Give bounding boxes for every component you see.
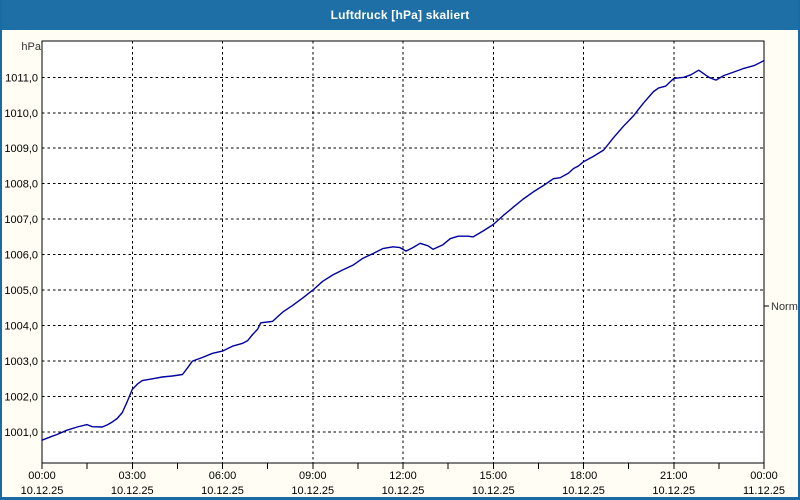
x-tick-time-label: 09:00 [299, 470, 327, 482]
y-tick-label: 1007,0 [4, 214, 38, 226]
y-tick-label: 1011,0 [5, 72, 38, 84]
window-title: Luftdruck [hPa] skaliert [330, 8, 470, 22]
x-tick-date-label: 10.12.25 [562, 485, 605, 497]
x-tick-date-label: 10.12.25 [291, 485, 334, 497]
y-tick-label: 1008,0 [4, 179, 38, 191]
y-tick-label: 1001,0 [4, 427, 38, 439]
x-tick-time-label: 21:00 [660, 470, 688, 482]
pressure-series-line [41, 59, 765, 441]
x-tick-time-label: 03:00 [118, 470, 146, 482]
x-tick-time-label: 00:00 [750, 470, 778, 482]
x-tick-date-label: 10.12.25 [472, 485, 515, 497]
y-tick-label: 1009,0 [4, 143, 38, 155]
x-tick-date-label: 10.12.25 [21, 485, 64, 497]
normal-marker-label: Normal [771, 301, 798, 313]
x-tick-time-label: 06:00 [209, 470, 237, 482]
x-tick-time-label: 15:00 [479, 470, 507, 482]
chart-content: hPa 1001,0 1002,0 1003,0 1004,0 1005,0 1006,0 1… [2, 30, 798, 497]
window-titlebar[interactable]: Luftdruck [hPa] skaliert [2, 0, 798, 30]
x-tick-time-label: 00:00 [28, 470, 56, 482]
y-tick-label: 1006,0 [4, 250, 38, 262]
x-tick-time-label: 18:00 [570, 470, 598, 482]
pressure-line-chart: hPa 1001,0 1002,0 1003,0 1004,0 1005,0 1006,0 1… [4, 40, 798, 497]
y-tick-label: 1003,0 [4, 356, 38, 368]
y-tick-label: 1010,0 [4, 108, 38, 120]
x-tick-time-label: 12:00 [389, 470, 417, 482]
y-tick-label: 1002,0 [4, 392, 38, 404]
x-tick-date-label: 11.12.25 [743, 485, 785, 497]
y-tick-label: 1004,0 [4, 321, 38, 333]
y-tick-label: 1005,0 [4, 285, 38, 297]
x-tick-date-label: 10.12.25 [652, 485, 695, 497]
x-tick-date-label: 10.12.25 [382, 485, 425, 497]
y-axis-unit-label: hPa [21, 41, 41, 53]
x-tick-date-label: 10.12.25 [111, 485, 154, 497]
x-tick-date-label: 10.12.25 [201, 485, 244, 497]
